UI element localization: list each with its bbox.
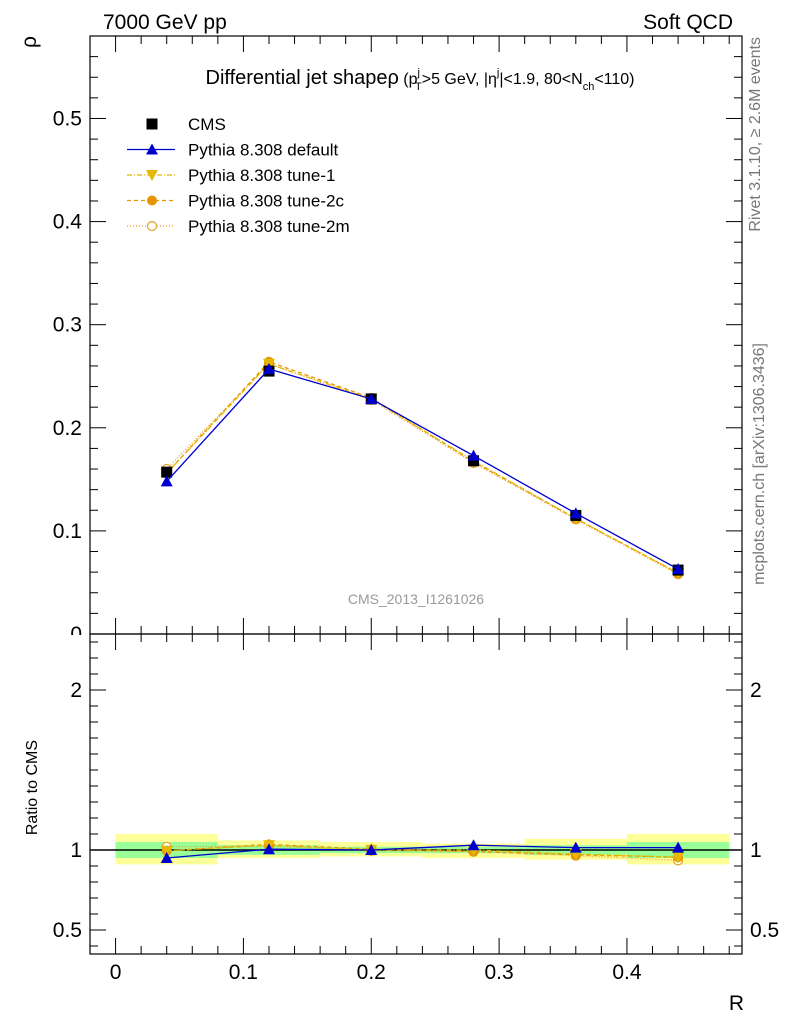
data-point-default xyxy=(569,507,582,519)
title-sup-j: j xyxy=(417,67,420,79)
ratio-line-tune2c xyxy=(166,843,679,858)
series-line-tune2c xyxy=(166,361,679,574)
title-main: Differential jet shape xyxy=(206,67,388,89)
rivet-label: Rivet 3.1.10, ≥ 2.6M events xyxy=(747,37,764,232)
ratio-point-tune1 xyxy=(672,852,685,864)
legend-marker-cms xyxy=(146,118,158,130)
process-label: Soft QCD xyxy=(643,11,733,34)
ratio-point-tune1 xyxy=(160,845,173,857)
main-y-tick-label: 0.3 xyxy=(53,314,82,337)
title-sub-t: T xyxy=(415,81,422,93)
ratio-x-tick-label: 0.1 xyxy=(229,961,258,984)
legend-label-tune1: Pythia 8.308 tune-1 xyxy=(188,166,335,185)
title-rho: ρ xyxy=(387,67,398,89)
ratio-point-default xyxy=(467,839,480,851)
ratio-y-tick-label: 0.5 xyxy=(53,919,82,942)
data-point-cms xyxy=(161,466,173,478)
title-cut-mid1: >5 GeV, |η xyxy=(422,71,497,88)
ratio-panel-frame xyxy=(89,633,743,955)
series-line-tune2m xyxy=(166,363,679,575)
ratio-point-default xyxy=(569,841,582,853)
ratio-point-default xyxy=(365,844,378,855)
main-y-tick-label: 0.4 xyxy=(53,211,83,234)
ratio-series-layer xyxy=(160,839,685,866)
ratio-line-default xyxy=(166,844,679,859)
legend-label-cms: CMS xyxy=(188,115,226,134)
main-axis-ticks: 0.1 0.2 0.3 0.4 0.5 0 xyxy=(53,36,742,646)
mcplots-label: mcplots.cern.ch [arXiv:1306.3436] xyxy=(751,343,768,585)
legend-label-tune2m: Pythia 8.308 tune-2m xyxy=(188,217,350,236)
main-y-tick-label: 0.1 xyxy=(53,520,82,543)
title-sub-ch: ch xyxy=(583,81,595,93)
x-axis-label: R xyxy=(729,992,744,1015)
main-y-tick-label: 0.5 xyxy=(53,107,82,130)
data-point-default xyxy=(262,363,275,375)
legend-marker-tune1 xyxy=(146,170,158,181)
title-sup-j2: j xyxy=(496,67,499,79)
ratio-panel: 0 0.1 0.2 0.3 0.4 0.5 0.5 1 1 2 2 xyxy=(53,633,779,984)
analysis-watermark: CMS_2013_I1261026 xyxy=(348,591,484,607)
collision-label: 7000 GeV pp xyxy=(103,11,227,34)
y-axis-label-ratio: Ratio to CMS xyxy=(24,740,41,835)
ratio-y-tick-label-right: 1 xyxy=(750,839,762,862)
ratio-line-tune2m xyxy=(166,845,679,862)
y-axis-label-main: ρ xyxy=(18,36,41,48)
ratio-y-tick-label: 1 xyxy=(70,839,82,862)
ratio-x-tick-label: 0.3 xyxy=(484,961,513,984)
data-point-default xyxy=(672,563,685,575)
legend-marker-tune2c xyxy=(147,195,157,206)
ratio-point-default xyxy=(160,852,173,863)
series-line-tune1 xyxy=(166,363,679,574)
ratio-point-default xyxy=(672,841,685,853)
legend-marker-default xyxy=(146,143,158,155)
ratio-y-tick-label-right: 2 xyxy=(750,679,762,702)
ratio-y-tick-label-right: 0.5 xyxy=(750,919,779,942)
data-point-default xyxy=(365,392,378,404)
legend-label-tune2c: Pythia 8.308 tune-2c xyxy=(188,192,344,211)
legend-label-default: Pythia 8.308 default xyxy=(188,141,339,160)
ratio-point-default xyxy=(262,843,275,855)
ratio-x-tick-label: 0 xyxy=(110,961,122,984)
main-y-tick-label-zero: 0 xyxy=(70,623,82,646)
main-panel: 0.1 0.2 0.3 0.4 0.5 0 CMS_2013_I1261026 Diffe… xyxy=(53,35,743,646)
title-cut-close: <110) xyxy=(594,71,634,88)
series-line-default xyxy=(166,368,679,570)
ratio-x-tick-label: 0.2 xyxy=(357,961,386,984)
plot-title: Differential jet shapeρ (pj T>5 GeV, |ηj|… xyxy=(206,67,635,93)
ratio-y-tick-label: 2 xyxy=(70,679,82,702)
title-cut-mid2: |<1.9, 80<N xyxy=(499,71,582,88)
legend: CMS Pythia 8.308 default Pythia 8.308 tune… xyxy=(127,115,350,236)
legend-marker-tune2m xyxy=(146,220,158,232)
data-point-cms xyxy=(468,455,480,467)
data-point-default xyxy=(160,475,173,487)
main-y-tick-label: 0.2 xyxy=(53,417,82,440)
ratio-x-tick-label: 0.4 xyxy=(612,961,642,984)
ratio-axis-ticks: 0 0.1 0.2 0.3 0.4 0.5 0.5 1 1 2 2 xyxy=(53,634,779,984)
main-series-layer xyxy=(160,356,685,580)
title-cut-open: (p xyxy=(399,71,418,88)
data-point-default xyxy=(467,449,480,461)
